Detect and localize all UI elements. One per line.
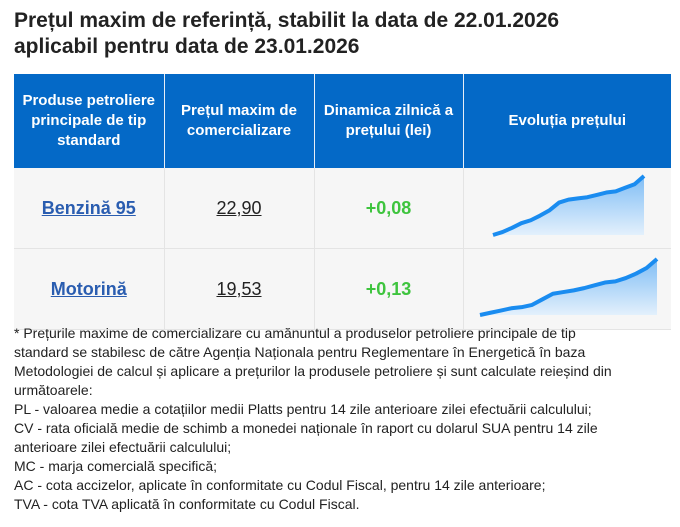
product-link-benzina[interactable]: Benzină 95 bbox=[41, 197, 136, 218]
note-line: PL - valoarea medie a cotațiilor medii P… bbox=[14, 401, 592, 417]
note-line: * Prețurile maxime de comercializare cu … bbox=[14, 325, 576, 341]
note-line: CV - rata oficială medie de schimb a mon… bbox=[14, 420, 598, 436]
sparkline-line bbox=[479, 257, 658, 317]
sparkline-chart bbox=[491, 174, 645, 237]
header-price: Prețul maxim de comercializare bbox=[164, 74, 315, 168]
methodology-note: * Prețurile maxime de comercializare cu … bbox=[14, 324, 674, 514]
header-evolution: Evoluția prețului bbox=[463, 74, 671, 168]
price-change: +0,13 bbox=[365, 278, 412, 299]
price-value[interactable]: 22,90 bbox=[216, 197, 262, 218]
sparkline-area bbox=[479, 259, 657, 315]
price-value[interactable]: 19,53 bbox=[216, 278, 262, 299]
table-row: Motorină 19,53 +0,13 bbox=[14, 248, 671, 330]
note-line: următoarele: bbox=[14, 382, 93, 398]
sparkline-line bbox=[491, 174, 645, 237]
title-line-2: aplicabil pentru data de 23.01.2026 bbox=[14, 35, 360, 58]
note-line: TVA - cota TVA aplicată în conformitate … bbox=[14, 496, 360, 512]
table-header: Produse petroliere principale de tip sta… bbox=[14, 74, 671, 168]
sparkline-chart bbox=[479, 257, 658, 317]
note-line: anterioare zilei efectuării calculului; bbox=[14, 439, 232, 455]
price-table: Produse petroliere principale de tip sta… bbox=[14, 74, 671, 330]
header-dynamics: Dinamica zilnică a prețului (lei) bbox=[314, 74, 464, 168]
note-line: standard se stabilesc de către Agenția N… bbox=[14, 344, 586, 360]
note-line: Metodologiei de calcul și aplicare a pre… bbox=[14, 363, 612, 379]
product-link-motorina[interactable]: Motorină bbox=[50, 278, 127, 299]
title-line-1: Prețul maxim de referință, stabilit la d… bbox=[14, 9, 560, 32]
table-row: Benzină 95 22,90 +0,08 bbox=[14, 168, 671, 249]
note-line: AC - cota accizelor, aplicate în conform… bbox=[14, 477, 546, 493]
page-title: Prețul maxim de referință, stabilit la d… bbox=[14, 8, 559, 60]
price-change: +0,08 bbox=[365, 197, 412, 218]
header-products: Produse petroliere principale de tip sta… bbox=[14, 74, 165, 168]
note-line: MC - marja comercială specifică; bbox=[14, 458, 218, 474]
